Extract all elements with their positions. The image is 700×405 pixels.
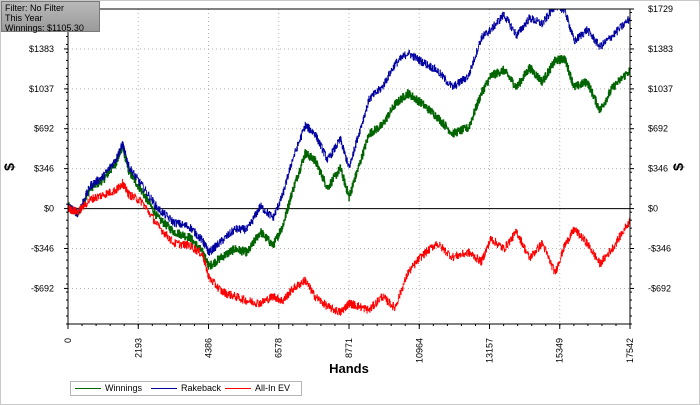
x-tick-label: 8771 [344, 338, 354, 358]
y-tick-label-left: $1037 [29, 84, 54, 94]
legend-swatch [225, 388, 251, 389]
y-tick-label-left: $0 [44, 204, 54, 214]
series-line-winnings [67, 54, 631, 270]
y-tick-label-right: $1729 [648, 4, 673, 14]
filter-info-box: Filter: No Filter This Year Winnings: $1… [1, 1, 100, 33]
legend-label: Winnings [105, 383, 143, 393]
x-tick-label: 6578 [274, 338, 284, 358]
y-tick-label-left: -$346 [31, 244, 54, 254]
series-line-rakeback [67, 8, 631, 256]
legend-item-rakeback: Rakeback [151, 382, 221, 395]
x-tick-label: 2193 [133, 338, 143, 358]
x-axis-label: Hands [329, 361, 369, 376]
y-tick-label-right: $0 [648, 204, 658, 214]
y-tick-label-left: -$692 [31, 283, 54, 293]
x-tick-label: 0 [63, 338, 73, 343]
legend-swatch [75, 388, 101, 389]
x-tick-label: 10964 [414, 338, 424, 363]
chart-legend: Winnings Rakeback All-In EV [70, 381, 302, 396]
y-tick-label-right: $692 [648, 124, 668, 134]
y-axis-label-left: $ [1, 163, 17, 171]
series-line-all-in-ev [67, 178, 631, 316]
winnings-total: Winnings: $1105.30 [5, 23, 84, 33]
y-tick-label-right: $346 [648, 164, 668, 174]
y-tick-label-right: -$346 [648, 244, 671, 254]
series-group [67, 8, 631, 316]
x-tick-label: 4386 [204, 338, 214, 358]
legend-label: All-In EV [255, 383, 291, 393]
legend-item-winnings: Winnings [75, 382, 145, 395]
legend-label: Rakeback [181, 383, 222, 393]
y-tick-label-right: $1037 [648, 84, 673, 94]
y-axis-label-right: $ [670, 163, 686, 171]
legend-item-all-in-ev: All-In EV [225, 382, 297, 395]
period-label: This Year [5, 13, 43, 23]
legend-swatch [151, 388, 177, 389]
y-tick-label-left: $1383 [29, 44, 54, 54]
y-tick-label-left: $692 [34, 124, 54, 134]
y-tick-label-left: $346 [34, 164, 54, 174]
x-tick-label: 15349 [555, 338, 565, 363]
x-tick-label: 13157 [485, 338, 495, 363]
y-tick-label-right: $1383 [648, 44, 673, 54]
filter-label: Filter: No Filter [5, 3, 65, 13]
x-tick-label: 17542 [625, 338, 635, 363]
y-tick-label-right: -$692 [648, 283, 671, 293]
